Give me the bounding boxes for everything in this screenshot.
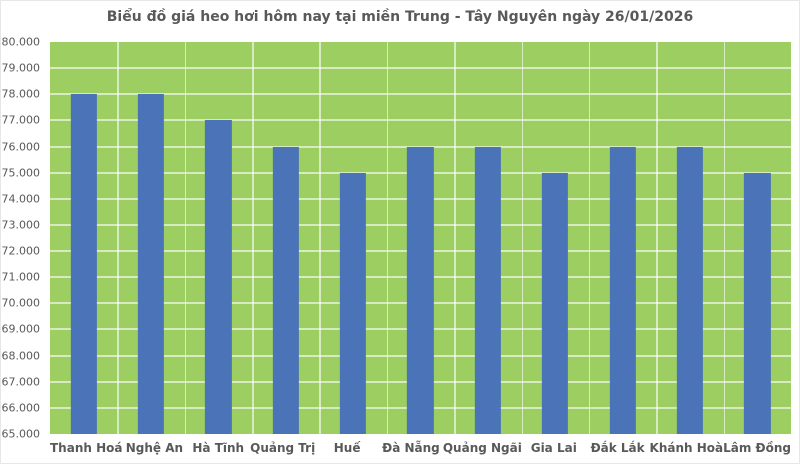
y-axis-tick-label: 80.000 — [1, 35, 41, 49]
y-axis-tick-label: 75.000 — [1, 166, 41, 180]
y-axis-tick-label: 72.000 — [1, 244, 41, 258]
bar — [609, 146, 636, 434]
y-axis-tick-label: 74.000 — [1, 192, 41, 206]
y-axis-tick-label: 79.000 — [1, 61, 41, 75]
x-axis-category-label: Huế — [333, 441, 361, 455]
bar — [339, 172, 367, 434]
x-axis-category-label: Thanh Hoá — [50, 441, 123, 455]
x-axis-category-label: Khánh Hoà — [649, 441, 724, 455]
bar — [542, 172, 569, 434]
x-axis-category-label: Lâm Đồng — [723, 441, 791, 455]
bar-slot — [656, 42, 723, 434]
bar-slot — [387, 42, 454, 434]
bar-slot — [319, 42, 386, 434]
vertical-gridline — [723, 42, 726, 434]
plot-area — [50, 42, 791, 434]
x-axis: Thanh Hoá Nghệ An Hà Tĩnh Quảng Trị Huế Đà Nẵ… — [50, 434, 791, 463]
bar-slot — [185, 42, 252, 434]
y-axis-tick-label: 77.000 — [1, 113, 41, 127]
gridline — [50, 67, 791, 70]
bar-slot — [724, 42, 791, 434]
x-axis-category-label: Đà Nẵng — [382, 441, 440, 455]
bar — [676, 146, 704, 434]
bar-slot — [589, 42, 656, 434]
bar — [474, 146, 501, 434]
gridline — [50, 93, 791, 96]
y-axis-tick-label: 76.000 — [1, 140, 41, 154]
bar — [70, 94, 97, 434]
vertical-gridline — [588, 42, 591, 434]
bar-slot — [252, 42, 319, 434]
vertical-gridline — [184, 42, 187, 434]
bars-row — [50, 42, 791, 434]
y-axis-tick-label: 69.000 — [1, 322, 41, 336]
vertical-gridline — [386, 42, 389, 434]
bar — [205, 120, 232, 434]
vertical-gridline — [319, 42, 321, 434]
gridline — [50, 119, 791, 122]
y-axis-tick-label: 73.000 — [1, 218, 41, 232]
y-axis-tick-label: 68.000 — [1, 349, 41, 363]
y-axis-tick-label: 71.000 — [1, 270, 41, 284]
y-axis-tick-label: 67.000 — [1, 375, 41, 389]
y-axis: 65.000 66.000 67.000 68.000 69.000 70.000 71.0… — [1, 36, 45, 441]
x-axis-category-label: Quảng Trị — [250, 441, 316, 455]
x-axis-category-label: Đắk Lắk — [590, 441, 645, 455]
vertical-gridline — [117, 42, 119, 434]
bar-slot — [50, 42, 117, 434]
vertical-gridline — [252, 42, 254, 434]
x-axis-category-label: Nghệ An — [125, 441, 184, 455]
vertical-gridline — [454, 42, 456, 434]
x-axis-category-label: Hà Tĩnh — [192, 441, 245, 455]
vertical-gridline — [656, 42, 658, 434]
bar-slot — [454, 42, 521, 434]
bar — [407, 146, 434, 434]
x-axis-category-label: Quảng Ngãi — [442, 441, 522, 455]
bar — [272, 146, 299, 434]
vertical-gridline — [521, 42, 524, 434]
chart-title: Biểu đồ giá heo hơi hôm nay tại miền Tru… — [106, 9, 694, 25]
x-axis-category-label: Gia Lai — [530, 441, 577, 455]
bar — [137, 94, 165, 434]
y-axis-tick-label: 65.000 — [1, 427, 41, 441]
y-axis-tick-label: 70.000 — [1, 296, 41, 310]
bar-slot — [117, 42, 184, 434]
y-axis-tick-label: 66.000 — [1, 401, 41, 415]
bar-slot — [522, 42, 589, 434]
bar — [744, 172, 771, 434]
y-axis-tick-label: 78.000 — [1, 87, 41, 101]
